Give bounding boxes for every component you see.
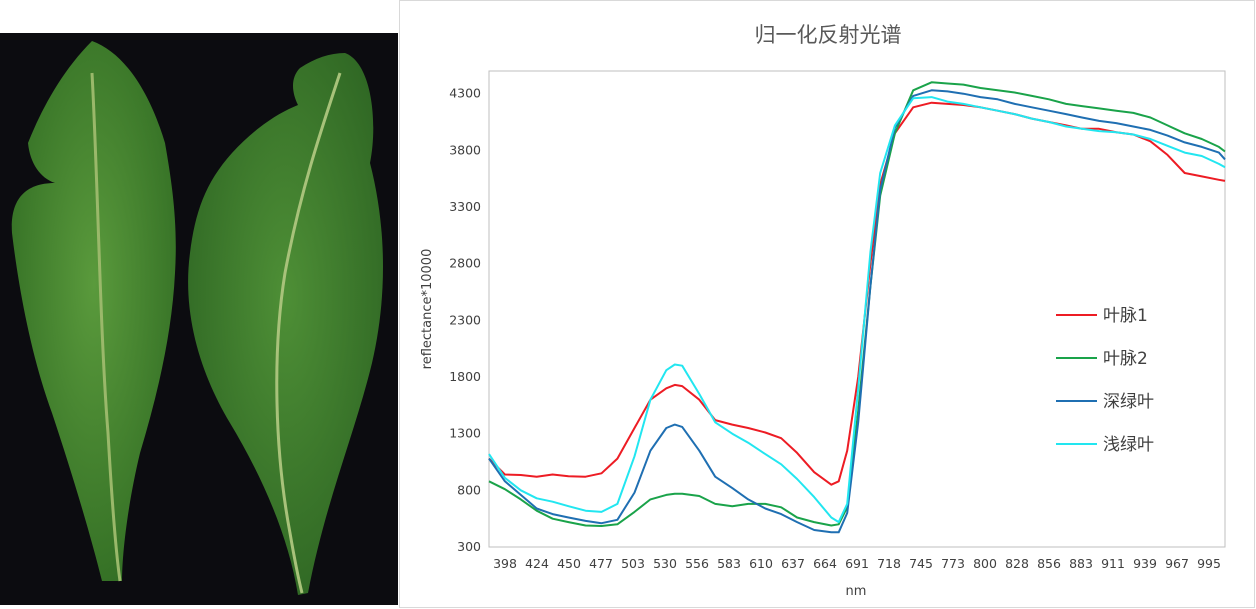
y-tick-label: 300 xyxy=(457,539,481,554)
x-tick-label: 530 xyxy=(653,556,677,571)
series-line xyxy=(488,96,1226,524)
x-tick-label: 828 xyxy=(1005,556,1029,571)
x-tick-label: 800 xyxy=(973,556,997,571)
chart-plot: 300 800 1300 1800 2300 2800 3300 3800 4300 398 42… xyxy=(420,70,1226,599)
y-tick-label: 4300 xyxy=(449,86,481,101)
series-line xyxy=(488,101,1226,486)
right-leaf-icon xyxy=(188,53,383,595)
x-tick-label: 424 xyxy=(525,556,549,571)
x-tick-label: 503 xyxy=(621,556,645,571)
series-line xyxy=(488,81,1226,527)
y-tick-label: 3300 xyxy=(449,199,481,214)
y-tick-label: 800 xyxy=(457,482,481,497)
y-axis-title: reflectance*10000 xyxy=(420,249,435,370)
plot-area-frame xyxy=(488,70,1226,548)
x-tick-label: 995 xyxy=(1197,556,1221,571)
x-tick-label: 745 xyxy=(909,556,933,571)
y-tick-label: 3800 xyxy=(449,142,481,157)
y-tick-label: 1300 xyxy=(449,426,481,441)
x-tick-label: 718 xyxy=(877,556,901,571)
x-tick-label: 664 xyxy=(813,556,837,571)
x-tick-label: 637 xyxy=(781,556,805,571)
x-tick-label: 967 xyxy=(1165,556,1189,571)
x-tick-label: 856 xyxy=(1037,556,1061,571)
leaves-illustration xyxy=(11,41,383,595)
x-axis-title: nm xyxy=(846,584,867,599)
x-tick-label: 911 xyxy=(1101,556,1125,571)
x-tick-label: 773 xyxy=(941,556,965,571)
leaf-photo xyxy=(0,33,398,605)
legend-label: 叶脉1 xyxy=(1103,306,1148,326)
x-tick-label: 610 xyxy=(749,556,773,571)
x-tick-label: 691 xyxy=(845,556,869,571)
x-tick-label: 939 xyxy=(1133,556,1157,571)
left-leaf-vein xyxy=(90,72,122,582)
y-tick-label: 2300 xyxy=(449,312,481,327)
y-tick-label: 1800 xyxy=(449,369,481,384)
x-tick-label: 556 xyxy=(685,556,709,571)
legend-label: 浅绿叶 xyxy=(1103,435,1154,455)
series-line xyxy=(488,89,1226,534)
x-tick-label: 883 xyxy=(1069,556,1093,571)
y-tick-label: 2800 xyxy=(449,256,481,271)
legend-label: 叶脉2 xyxy=(1103,349,1148,369)
right-leaf-vein xyxy=(275,72,342,594)
x-tick-label: 477 xyxy=(589,556,613,571)
chart-panel: 归一化反射光谱 300 800 1300 1800 2300 2800 3300 3800 43… xyxy=(399,0,1255,608)
x-tick-label: 450 xyxy=(557,556,581,571)
legend-label: 深绿叶 xyxy=(1103,392,1154,412)
left-leaf-icon xyxy=(11,41,176,581)
x-tick-label: 398 xyxy=(493,556,517,571)
x-tick-label: 583 xyxy=(717,556,741,571)
chart-title: 归一化反射光谱 xyxy=(754,23,902,47)
